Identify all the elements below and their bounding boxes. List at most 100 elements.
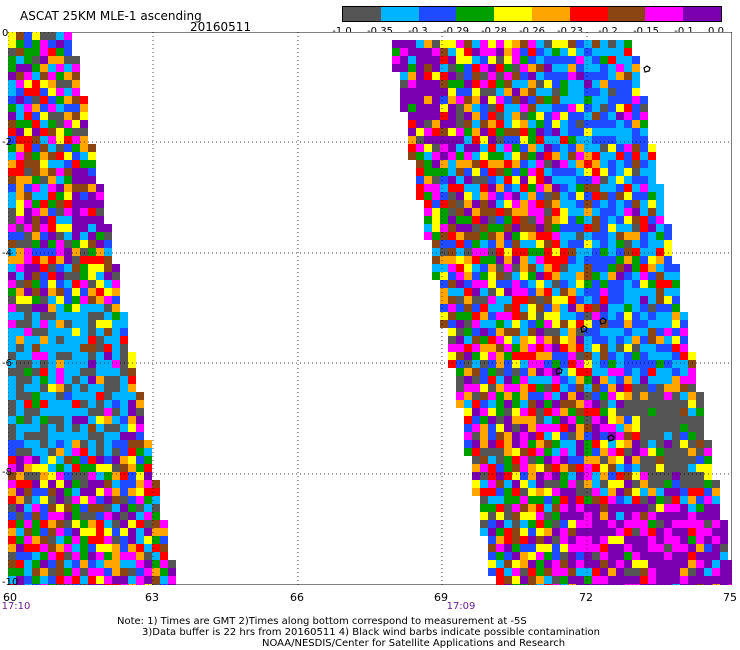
- wind-cell: [480, 472, 488, 480]
- wind-cell: [624, 176, 632, 184]
- wind-cell: [64, 336, 72, 344]
- wind-cell: [672, 496, 680, 504]
- wind-cell: [560, 72, 568, 80]
- wind-cell: [560, 48, 568, 56]
- wind-cell: [472, 480, 480, 488]
- wind-cell: [48, 488, 56, 496]
- wind-cell: [128, 352, 136, 360]
- wind-cell: [560, 440, 568, 448]
- wind-cell: [32, 208, 40, 216]
- wind-cell: [664, 520, 672, 528]
- wind-cell: [24, 160, 32, 168]
- wind-cell: [520, 96, 528, 104]
- wind-cell: [24, 448, 32, 456]
- wind-cell: [32, 200, 40, 208]
- wind-cell: [424, 176, 432, 184]
- wind-cell: [680, 576, 688, 584]
- wind-cell: [680, 416, 688, 424]
- wind-cell: [112, 352, 120, 360]
- wind-cell: [576, 488, 584, 496]
- wind-cell: [56, 560, 64, 568]
- wind-cell: [24, 456, 32, 464]
- wind-cell: [456, 184, 464, 192]
- wind-cell: [648, 568, 656, 576]
- wind-cell: [544, 560, 552, 568]
- wind-cell: [552, 40, 560, 48]
- wind-cell: [568, 504, 576, 512]
- wind-cell: [592, 64, 600, 72]
- wind-cell: [72, 464, 80, 472]
- wind-cell: [432, 232, 440, 240]
- wind-cell: [520, 472, 528, 480]
- wind-cell: [648, 200, 656, 208]
- wind-cell: [640, 200, 648, 208]
- wind-cell: [520, 152, 528, 160]
- wind-cell: [584, 360, 592, 368]
- wind-cell: [608, 256, 616, 264]
- wind-cell: [592, 224, 600, 232]
- wind-cell: [496, 88, 504, 96]
- wind-cell: [536, 304, 544, 312]
- wind-cell: [488, 288, 496, 296]
- wind-cell: [56, 240, 64, 248]
- wind-cell: [616, 184, 624, 192]
- wind-cell: [16, 40, 24, 48]
- wind-cell: [128, 576, 136, 584]
- wind-cell: [96, 296, 104, 304]
- wind-cell: [24, 544, 32, 552]
- wind-cell: [8, 576, 16, 584]
- wind-cell: [472, 336, 480, 344]
- wind-cell: [568, 176, 576, 184]
- wind-cell: [536, 424, 544, 432]
- wind-cell: [640, 408, 648, 416]
- wind-cell: [592, 288, 600, 296]
- wind-cell: [408, 152, 416, 160]
- wind-cell: [616, 224, 624, 232]
- wind-cell: [48, 568, 56, 576]
- wind-cell: [624, 552, 632, 560]
- wind-cell: [512, 248, 520, 256]
- wind-cell: [472, 288, 480, 296]
- wind-cell: [632, 584, 640, 585]
- wind-cell: [496, 160, 504, 168]
- wind-cell: [32, 240, 40, 248]
- wind-cell: [40, 360, 48, 368]
- wind-cell: [584, 48, 592, 56]
- wind-cell: [640, 112, 648, 120]
- wind-cell: [88, 320, 96, 328]
- wind-cell: [512, 184, 520, 192]
- wind-cell: [568, 192, 576, 200]
- wind-cell: [464, 152, 472, 160]
- wind-cell: [592, 160, 600, 168]
- wind-cell: [640, 360, 648, 368]
- wind-cell: [8, 352, 16, 360]
- wind-cell: [16, 512, 24, 520]
- wind-cell: [104, 480, 112, 488]
- wind-cell: [32, 88, 40, 96]
- pass-time-west: 17:10: [1, 601, 31, 612]
- wind-cell: [600, 440, 608, 448]
- wind-cell: [24, 512, 32, 520]
- wind-cell: [424, 40, 432, 48]
- wind-cell: [472, 72, 480, 80]
- wind-cell: [80, 416, 88, 424]
- wind-cell: [56, 504, 64, 512]
- wind-cell: [616, 176, 624, 184]
- wind-cell: [688, 584, 696, 585]
- wind-cell: [616, 560, 624, 568]
- wind-cell: [552, 184, 560, 192]
- wind-cell: [552, 88, 560, 96]
- wind-cell: [616, 304, 624, 312]
- wind-cell: [520, 56, 528, 64]
- wind-cell: [40, 40, 48, 48]
- wind-cell: [640, 144, 648, 152]
- wind-cell: [600, 560, 608, 568]
- wind-cell: [648, 152, 656, 160]
- wind-cell: [16, 520, 24, 528]
- wind-cell: [576, 280, 584, 288]
- wind-cell: [568, 496, 576, 504]
- wind-cell: [136, 456, 144, 464]
- wind-cell: [440, 152, 448, 160]
- wind-cell: [592, 304, 600, 312]
- wind-cell: [96, 392, 104, 400]
